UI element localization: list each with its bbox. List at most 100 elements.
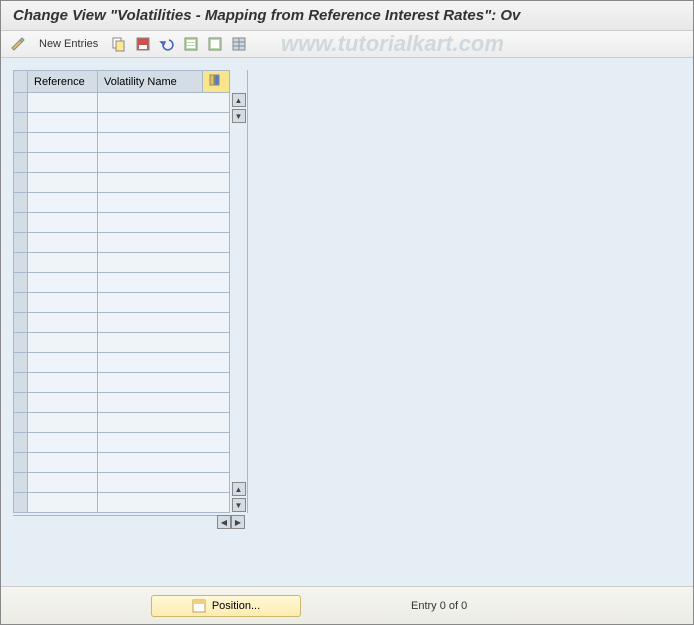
table-row[interactable] — [14, 133, 230, 153]
cell-reference[interactable] — [28, 353, 98, 373]
row-selector[interactable] — [14, 433, 28, 453]
scroll-right-icon[interactable]: ▶ — [231, 515, 245, 529]
scroll-up2-icon[interactable]: ▲ — [232, 482, 246, 496]
cell-volatility[interactable] — [98, 173, 230, 193]
row-selector[interactable] — [14, 193, 28, 213]
cell-reference[interactable] — [28, 453, 98, 473]
cell-volatility[interactable] — [98, 153, 230, 173]
row-selector[interactable] — [14, 253, 28, 273]
cell-volatility[interactable] — [98, 113, 230, 133]
cell-reference[interactable] — [28, 273, 98, 293]
cell-reference[interactable] — [28, 113, 98, 133]
cell-reference[interactable] — [28, 173, 98, 193]
copy-icon[interactable] — [110, 35, 128, 53]
table-row[interactable] — [14, 173, 230, 193]
cell-volatility[interactable] — [98, 93, 230, 113]
row-selector[interactable] — [14, 133, 28, 153]
scroll-down-icon[interactable]: ▼ — [232, 109, 246, 123]
row-selector[interactable] — [14, 333, 28, 353]
cell-volatility[interactable] — [98, 453, 230, 473]
cell-volatility[interactable] — [98, 433, 230, 453]
table-row[interactable] — [14, 353, 230, 373]
cell-volatility[interactable] — [98, 393, 230, 413]
cell-reference[interactable] — [28, 133, 98, 153]
cell-reference[interactable] — [28, 293, 98, 313]
cell-reference[interactable] — [28, 233, 98, 253]
configure-columns-icon[interactable] — [203, 71, 230, 93]
row-selector[interactable] — [14, 393, 28, 413]
table-row[interactable] — [14, 233, 230, 253]
cell-reference[interactable] — [28, 373, 98, 393]
cell-reference[interactable] — [28, 153, 98, 173]
table-row[interactable] — [14, 253, 230, 273]
row-selector[interactable] — [14, 493, 28, 513]
cell-reference[interactable] — [28, 473, 98, 493]
table-row[interactable] — [14, 453, 230, 473]
row-selector[interactable] — [14, 213, 28, 233]
table-row[interactable] — [14, 93, 230, 113]
row-selector[interactable] — [14, 93, 28, 113]
new-entries-button[interactable]: New Entries — [33, 36, 104, 52]
cell-reference[interactable] — [28, 393, 98, 413]
cell-volatility[interactable] — [98, 413, 230, 433]
row-selector[interactable] — [14, 413, 28, 433]
edit-icon[interactable] — [9, 35, 27, 53]
cell-volatility[interactable] — [98, 373, 230, 393]
cell-volatility[interactable] — [98, 213, 230, 233]
cell-reference[interactable] — [28, 213, 98, 233]
table-row[interactable] — [14, 493, 230, 513]
cell-reference[interactable] — [28, 93, 98, 113]
cell-volatility[interactable] — [98, 353, 230, 373]
cell-reference[interactable] — [28, 493, 98, 513]
select-all-icon[interactable] — [182, 35, 200, 53]
cell-reference[interactable] — [28, 313, 98, 333]
cell-volatility[interactable] — [98, 273, 230, 293]
row-selector[interactable] — [14, 233, 28, 253]
cell-volatility[interactable] — [98, 133, 230, 153]
table-row[interactable] — [14, 113, 230, 133]
table-row[interactable] — [14, 473, 230, 493]
cell-volatility[interactable] — [98, 193, 230, 213]
scroll-left-icon[interactable]: ◀ — [217, 515, 231, 529]
column-header-reference[interactable]: Reference — [28, 71, 98, 93]
table-row[interactable] — [14, 193, 230, 213]
row-selector[interactable] — [14, 453, 28, 473]
table-row[interactable] — [14, 333, 230, 353]
table-row[interactable] — [14, 293, 230, 313]
save-variant-icon[interactable] — [134, 35, 152, 53]
row-selector[interactable] — [14, 153, 28, 173]
cell-reference[interactable] — [28, 333, 98, 353]
cell-volatility[interactable] — [98, 313, 230, 333]
row-selector[interactable] — [14, 313, 28, 333]
cell-volatility[interactable] — [98, 293, 230, 313]
cell-volatility[interactable] — [98, 473, 230, 493]
cell-reference[interactable] — [28, 413, 98, 433]
table-row[interactable] — [14, 433, 230, 453]
position-button[interactable]: Position... — [151, 595, 301, 617]
cell-volatility[interactable] — [98, 333, 230, 353]
scroll-down2-icon[interactable]: ▼ — [232, 498, 246, 512]
selector-header[interactable] — [14, 71, 28, 93]
row-selector[interactable] — [14, 293, 28, 313]
table-row[interactable] — [14, 273, 230, 293]
scroll-up-icon[interactable]: ▲ — [232, 93, 246, 107]
table-row[interactable] — [14, 213, 230, 233]
row-selector[interactable] — [14, 353, 28, 373]
table-row[interactable] — [14, 393, 230, 413]
column-header-volatility[interactable]: Volatility Name — [98, 71, 203, 93]
cell-volatility[interactable] — [98, 233, 230, 253]
cell-volatility[interactable] — [98, 253, 230, 273]
cell-reference[interactable] — [28, 433, 98, 453]
table-row[interactable] — [14, 413, 230, 433]
delimit-icon[interactable] — [206, 35, 224, 53]
table-settings-icon[interactable] — [230, 35, 248, 53]
row-selector[interactable] — [14, 473, 28, 493]
cell-reference[interactable] — [28, 193, 98, 213]
table-row[interactable] — [14, 313, 230, 333]
row-selector[interactable] — [14, 373, 28, 393]
cell-volatility[interactable] — [98, 493, 230, 513]
table-row[interactable] — [14, 153, 230, 173]
undo-icon[interactable] — [158, 35, 176, 53]
row-selector[interactable] — [14, 113, 28, 133]
row-selector[interactable] — [14, 273, 28, 293]
